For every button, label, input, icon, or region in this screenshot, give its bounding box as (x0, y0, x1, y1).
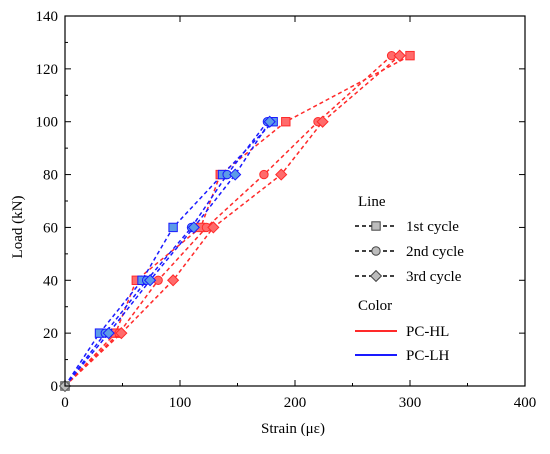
data-point (316, 115, 329, 128)
x-tick-label: 400 (514, 395, 537, 411)
data-point (187, 221, 200, 234)
legend-color-title: Color (358, 298, 392, 314)
data-point (405, 50, 415, 61)
y-tick-label: 80 (43, 168, 58, 184)
series-line (64, 121, 274, 387)
y-tick-label: 60 (43, 220, 58, 236)
y-tick-label: 140 (36, 9, 59, 25)
y-tick-label: 40 (43, 273, 58, 289)
x-tick-label: 200 (284, 395, 307, 411)
legend-line-label: 2nd cycle (406, 244, 464, 260)
series-pc-lh-3 (58, 115, 276, 393)
data-point (275, 168, 288, 181)
series-line (64, 121, 268, 387)
series-line (64, 121, 271, 387)
x-tick-label: 0 (61, 395, 69, 411)
axes-layer: 0 100 200 300 400 0 20 40 60 80 100 120 140 (36, 9, 537, 411)
legend-marker (371, 221, 381, 231)
data-point (143, 274, 157, 287)
y-tick-label: 20 (43, 326, 58, 342)
legend-line-title: Line (358, 194, 386, 210)
series-pc-hl-1 (60, 50, 415, 391)
data-point (102, 327, 115, 340)
legend: Line 1st cycle 2nd cycle 3rd cycle Color PC-H… (355, 194, 464, 364)
x-tick-label: 300 (399, 395, 422, 411)
y-tick-label: 120 (36, 62, 59, 78)
x-tick-label: 100 (169, 395, 192, 411)
data-point (393, 49, 406, 62)
data-point (229, 168, 242, 181)
legend-color-label: PC-LH (406, 348, 450, 364)
series-pc-hl-3 (58, 49, 406, 393)
legend-marker (369, 269, 383, 283)
data-point (263, 115, 276, 128)
y-tick-label: 100 (36, 115, 59, 131)
y-tick-label: 0 (51, 379, 59, 395)
series-pc-lh-2 (60, 117, 273, 391)
data-point (168, 222, 178, 233)
data-point (166, 274, 180, 287)
legend-color-label: PC-HL (406, 324, 449, 340)
plot-frame (64, 15, 526, 387)
x-axis-title: Strain (με) (261, 421, 325, 437)
legend-line-label: 1st cycle (406, 219, 459, 235)
data-point (115, 327, 128, 340)
series-layer (58, 49, 415, 393)
data-point (259, 169, 269, 180)
data-point (281, 117, 291, 127)
y-axis-title: Load (kN) (10, 196, 26, 259)
data-point (207, 221, 220, 234)
legend-line-label: 3rd cycle (406, 269, 462, 285)
legend-marker (371, 246, 381, 256)
